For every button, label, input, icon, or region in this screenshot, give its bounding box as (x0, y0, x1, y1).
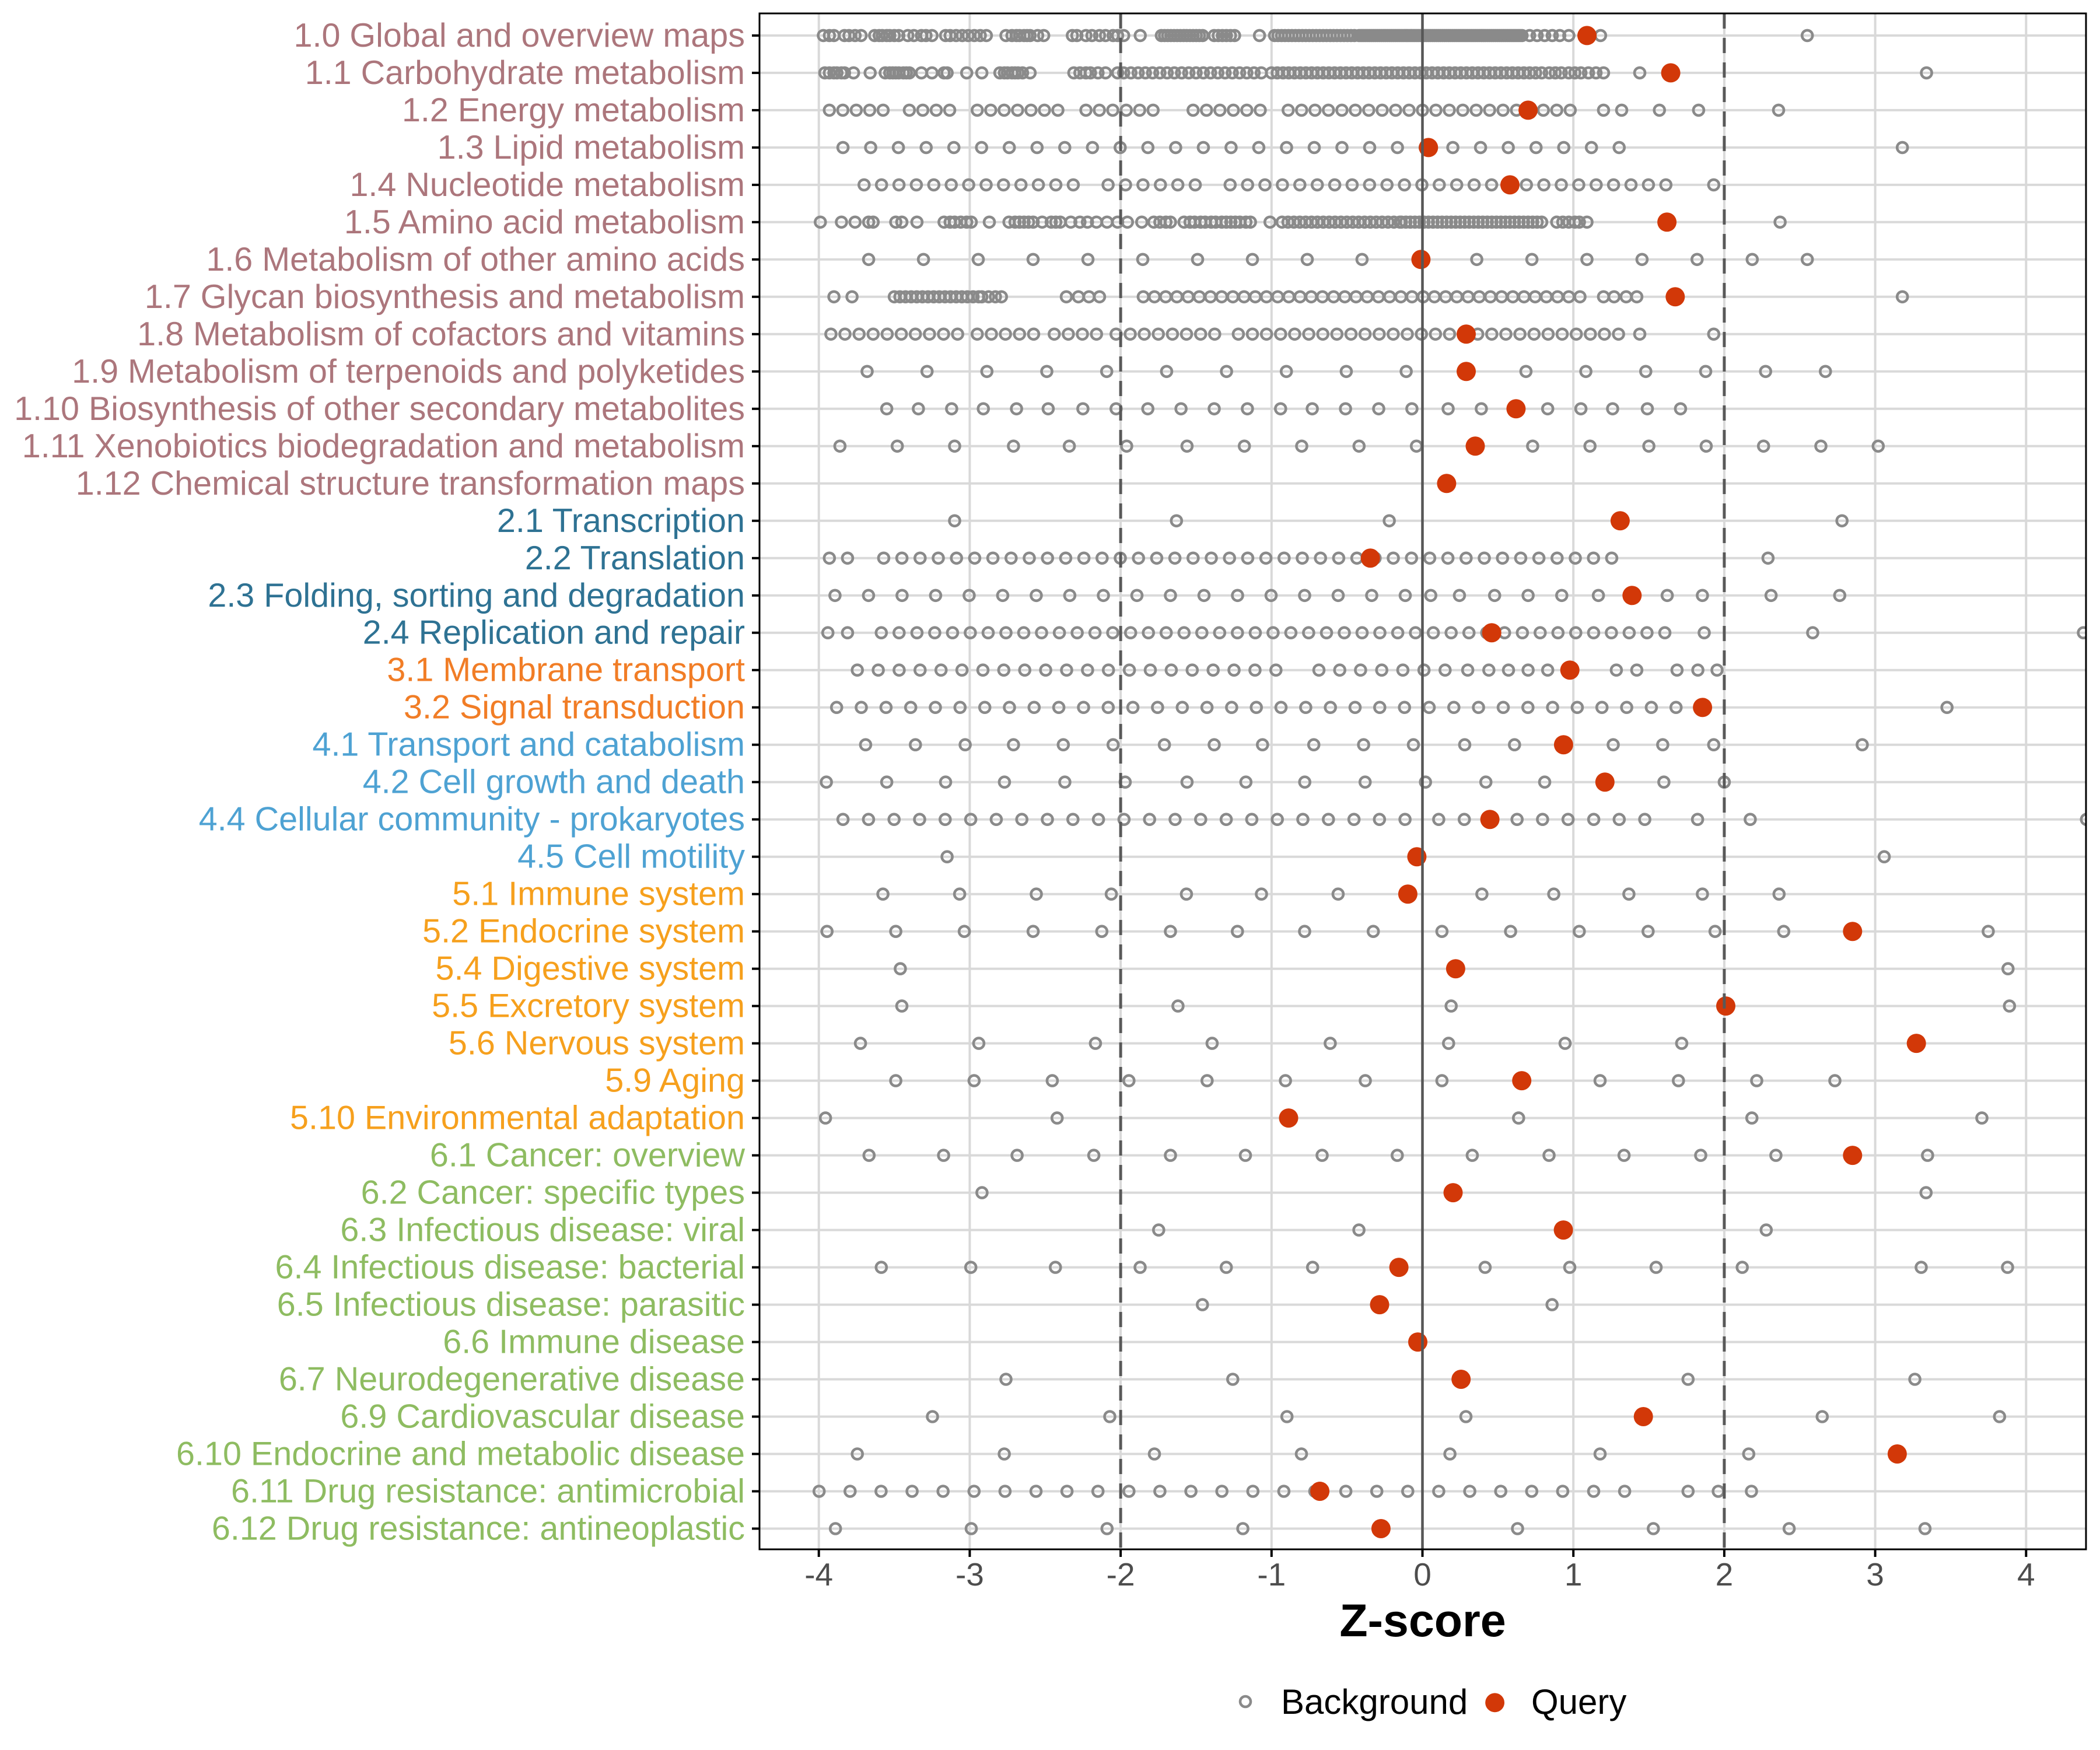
svg-text:Z-score: Z-score (1339, 1594, 1506, 1646)
svg-text:4.4 Cellular community - proka: 4.4 Cellular community - prokaryotes (199, 801, 745, 838)
svg-text:1.11 Xenobiotics biodegradatio: 1.11 Xenobiotics biodegradation and meta… (22, 428, 745, 465)
svg-text:5.9 Aging: 5.9 Aging (605, 1062, 745, 1100)
svg-text:4: 4 (2017, 1556, 2035, 1592)
svg-text:1.4 Nucleotide metabolism: 1.4 Nucleotide metabolism (349, 166, 745, 204)
svg-text:0: 0 (1413, 1556, 1432, 1592)
svg-text:1.8 Metabolism of cofactors an: 1.8 Metabolism of cofactors and vitamins (137, 316, 745, 353)
svg-text:2.1 Transcription: 2.1 Transcription (497, 502, 745, 540)
svg-text:5.1 Immune system: 5.1 Immune system (452, 876, 745, 913)
svg-text:5.6 Nervous system: 5.6 Nervous system (449, 1025, 745, 1062)
svg-text:6.3 Infectious disease: viral: 6.3 Infectious disease: viral (340, 1212, 745, 1249)
svg-text:3: 3 (1866, 1556, 1884, 1592)
svg-text:5.5 Excretory system: 5.5 Excretory system (432, 988, 745, 1025)
svg-text:2.4 Replication and repair: 2.4 Replication and repair (363, 614, 745, 652)
svg-text:1.5 Amino acid metabolism: 1.5 Amino acid metabolism (344, 204, 745, 241)
svg-text:4.1 Transport and catabolism: 4.1 Transport and catabolism (312, 726, 745, 764)
svg-text:2.3 Folding, sorting and degra: 2.3 Folding, sorting and degradation (208, 577, 745, 614)
svg-text:Query: Query (1531, 1682, 1626, 1721)
svg-text:1.0 Global and overview maps: 1.0 Global and overview maps (294, 17, 745, 54)
svg-text:1.12 Chemical structure transf: 1.12 Chemical structure transformation m… (76, 465, 745, 502)
svg-text:-3: -3 (956, 1556, 984, 1592)
svg-text:4.5 Cell motility: 4.5 Cell motility (517, 838, 745, 876)
svg-text:1.1 Carbohydrate metabolism: 1.1 Carbohydrate metabolism (305, 54, 745, 92)
svg-text:6.5 Infectious disease: parasi: 6.5 Infectious disease: parasitic (277, 1286, 745, 1324)
svg-text:-1: -1 (1257, 1556, 1286, 1592)
svg-text:Background: Background (1281, 1682, 1468, 1721)
svg-text:6.1 Cancer: overview: 6.1 Cancer: overview (430, 1137, 746, 1174)
svg-text:6.6 Immune disease: 6.6 Immune disease (443, 1324, 745, 1361)
svg-text:1.2 Energy metabolism: 1.2 Energy metabolism (402, 92, 745, 129)
svg-text:5.2 Endocrine system: 5.2 Endocrine system (422, 913, 745, 950)
svg-text:3.2 Signal transduction: 3.2 Signal transduction (404, 689, 745, 726)
svg-text:1.3 Lipid metabolism: 1.3 Lipid metabolism (438, 129, 745, 166)
svg-text:5.4 Digestive system: 5.4 Digestive system (436, 950, 745, 988)
svg-text:6.12 Drug resistance: antineop: 6.12 Drug resistance: antineoplastic (212, 1510, 745, 1548)
svg-text:6.7 Neurodegenerative disease: 6.7 Neurodegenerative disease (279, 1361, 745, 1398)
svg-text:4.2 Cell growth and death: 4.2 Cell growth and death (363, 764, 745, 801)
svg-text:-2: -2 (1107, 1556, 1135, 1592)
svg-text:1.9 Metabolism of terpenoids a: 1.9 Metabolism of terpenoids and polyket… (72, 353, 745, 390)
svg-text:6.4 Infectious disease: bacter: 6.4 Infectious disease: bacterial (275, 1249, 745, 1286)
svg-text:3.1 Membrane transport: 3.1 Membrane transport (387, 652, 745, 689)
svg-text:6.10 Endocrine and metabolic d: 6.10 Endocrine and metabolic disease (176, 1436, 745, 1473)
svg-text:2: 2 (1716, 1556, 1734, 1592)
svg-text:6.2 Cancer: specific types: 6.2 Cancer: specific types (361, 1174, 745, 1212)
svg-text:6.9 Cardiovascular disease: 6.9 Cardiovascular disease (340, 1398, 745, 1436)
svg-text:1.6 Metabolism of other amino: 1.6 Metabolism of other amino acids (206, 241, 745, 278)
svg-text:-4: -4 (804, 1556, 833, 1592)
svg-text:2.2 Translation: 2.2 Translation (525, 540, 745, 577)
svg-text:1.7 Glycan biosynthesis and me: 1.7 Glycan biosynthesis and metabolism (145, 278, 745, 316)
svg-text:6.11 Drug resistance: antimicr: 6.11 Drug resistance: antimicrobial (231, 1473, 745, 1510)
svg-text:5.10 Environmental adaptation: 5.10 Environmental adaptation (290, 1100, 745, 1137)
svg-text:1.10 Biosynthesis of other sec: 1.10 Biosynthesis of other secondary met… (14, 390, 745, 428)
svg-text:1: 1 (1564, 1556, 1583, 1592)
